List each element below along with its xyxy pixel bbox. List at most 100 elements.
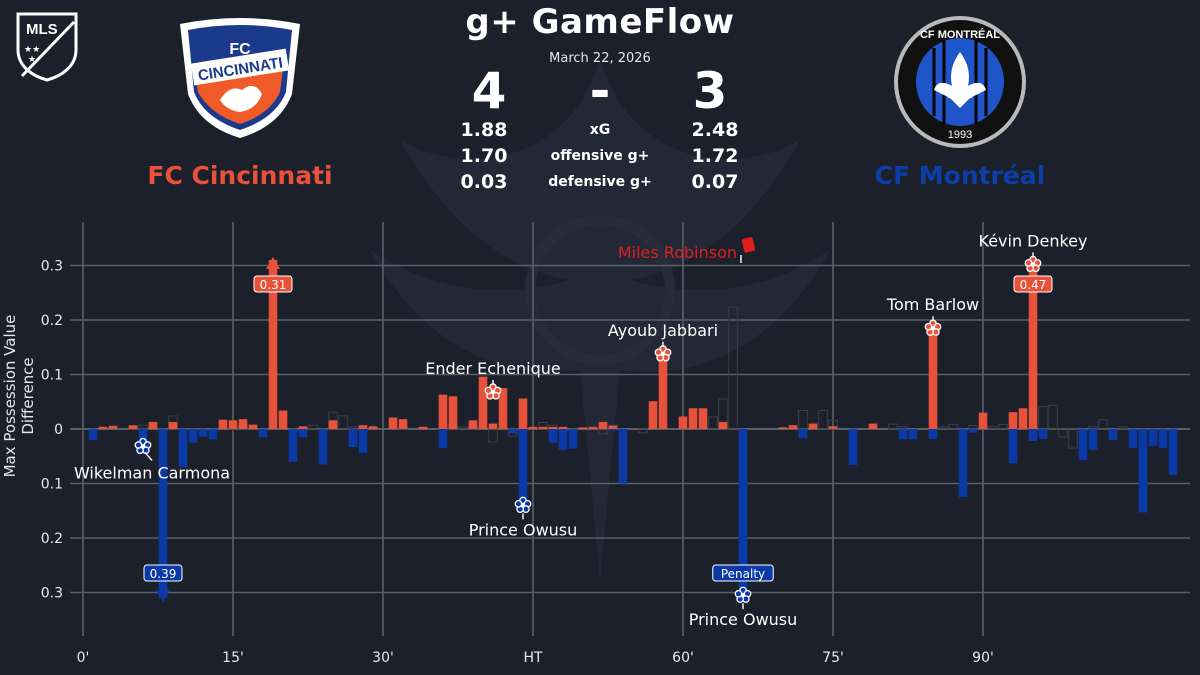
away-bar [358, 429, 368, 453]
value-label-box [253, 275, 293, 293]
home-bar [1018, 408, 1028, 429]
away-bar [928, 429, 938, 439]
goal-scorer-label: Prince Owusu [469, 520, 578, 539]
goal-ball-icon [484, 386, 493, 395]
value-label: 0.31 [260, 278, 287, 292]
outline-bar [898, 426, 908, 430]
away-xg: 2.48 [691, 119, 739, 141]
y-tick-label: 0.2 [41, 531, 63, 547]
away-bar [88, 429, 98, 440]
away-bar [1108, 429, 1118, 440]
home-bar [608, 425, 618, 429]
away-bar [958, 429, 968, 498]
away-bar [158, 429, 168, 598]
outline-bar [708, 416, 718, 430]
goal-scorer-label: Tom Barlow [886, 295, 979, 314]
outline-bar [458, 426, 468, 430]
overflow-arrow-icon [266, 257, 280, 269]
home-bar [928, 325, 938, 429]
away-bar [298, 429, 308, 438]
home-bar [808, 423, 818, 429]
outline-bar [348, 426, 358, 430]
goal-ball-icon [741, 593, 745, 598]
home-bar [238, 419, 248, 429]
away-bar [848, 429, 858, 465]
away-bar [738, 429, 748, 593]
defensive-g-label: defensive g+ [548, 174, 652, 190]
away-bar [1028, 429, 1038, 441]
outline-bar [968, 425, 978, 430]
home-bar [678, 416, 688, 429]
away-bar [1008, 429, 1018, 464]
home-bar [128, 425, 138, 429]
home-bar [538, 426, 548, 429]
home-bar [688, 408, 698, 429]
home-bar [868, 423, 878, 429]
svg-text:FC: FC [229, 41, 251, 58]
home-defensive-g: 0.03 [460, 171, 508, 193]
home-bar [518, 398, 528, 429]
goal-ball-icon [924, 322, 933, 331]
home-bar [498, 388, 508, 429]
goal-scorer-label: Ayoub Jabbari [608, 321, 718, 340]
away-bar [1168, 429, 1178, 475]
away-bar [318, 429, 328, 465]
outline-bar [938, 426, 948, 430]
away-bar [568, 429, 578, 449]
home-bar [788, 425, 798, 429]
away-bar [908, 429, 918, 440]
home-bar [148, 421, 158, 429]
home-bar [648, 401, 658, 429]
y-tick-label: 0.3 [41, 259, 63, 275]
away-bar [258, 429, 268, 438]
value-label-box [1013, 275, 1053, 293]
offensive-g-label: offensive g+ [550, 148, 650, 164]
home-bar [588, 426, 598, 429]
y-tick-label: 0.1 [41, 368, 63, 384]
home-bar [528, 426, 538, 429]
outline-bar [1048, 405, 1058, 430]
home-bar [438, 394, 448, 429]
goal-ball-icon [931, 326, 935, 331]
home-xg: 1.88 [460, 119, 508, 141]
away-bar [1128, 429, 1138, 449]
x-tick-label: 30' [372, 650, 394, 666]
home-team-name: FC Cincinnati [147, 161, 333, 190]
home-bar [658, 360, 668, 429]
away-bar [1148, 429, 1158, 446]
away-bar [1158, 429, 1168, 449]
home-bar [978, 412, 988, 429]
away-bar [1088, 429, 1098, 450]
outline-bar [818, 409, 828, 430]
svg-text:★★: ★★ [24, 45, 40, 55]
home-bar [168, 421, 178, 429]
svg-text:1993: 1993 [948, 129, 972, 141]
home-bar [558, 426, 568, 429]
away-bar [438, 429, 448, 449]
home-bar [328, 420, 338, 429]
home-bar [388, 417, 398, 429]
away-bar [1038, 429, 1048, 439]
away-bar [208, 429, 218, 440]
fc-cincinnati-logo-icon: FC CINCINNATI [180, 18, 300, 138]
outline-bar [488, 428, 498, 443]
goal-ball-icon [661, 351, 665, 356]
away-bar [138, 429, 148, 440]
away-bar [618, 429, 628, 484]
y-tick-label: 0 [54, 422, 63, 438]
value-label-box [143, 564, 183, 582]
x-tick-label: 0' [77, 650, 90, 666]
home-bar [368, 426, 378, 429]
away-bar [608, 429, 618, 431]
away-bar [548, 429, 558, 443]
outline-bar [338, 415, 348, 430]
home-offensive-g: 1.70 [460, 145, 508, 167]
outline-bar [1088, 425, 1098, 430]
home-bar [578, 427, 588, 429]
goal-scorer-label: Kévin Denkey [979, 231, 1088, 250]
svg-text:★: ★ [28, 55, 36, 65]
outline-bar [1058, 428, 1068, 438]
outline-bar [1098, 419, 1108, 430]
match-date: March 22, 2026 [549, 51, 651, 66]
